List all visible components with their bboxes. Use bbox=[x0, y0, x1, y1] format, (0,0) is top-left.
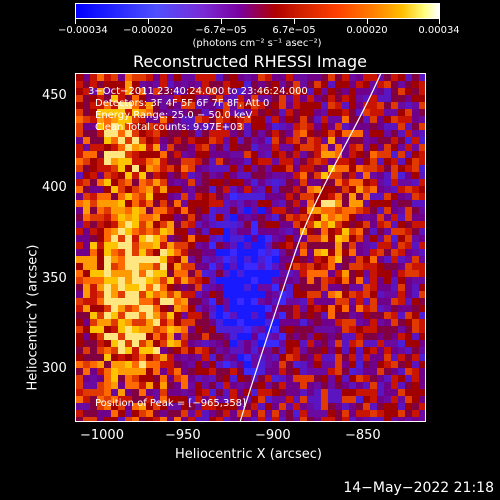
y-tick-label: 350 bbox=[42, 271, 67, 286]
x-tick-label: −950 bbox=[165, 428, 201, 443]
colorbar bbox=[75, 3, 440, 19]
colorbar-tick-label: −0.00020 bbox=[123, 25, 173, 36]
info-energy: Energy Range: 25.0 − 50.0 keV bbox=[95, 110, 253, 121]
colorbar-tick-label: 6.7e−05 bbox=[272, 25, 316, 36]
colorbar-units: (photons cm⁻² s⁻¹ asec⁻²) bbox=[192, 38, 322, 49]
colorbar-tick-label: −0.00034 bbox=[58, 25, 108, 36]
colorbar-tick bbox=[75, 19, 76, 24]
page-title: Reconstructed RHESSI Image bbox=[133, 52, 367, 71]
colorbar-tick bbox=[221, 19, 222, 24]
info-clean: Clean Total counts: 9.97E+03 bbox=[95, 122, 243, 133]
colorbar-tick-label: 0.00020 bbox=[346, 25, 388, 36]
y-tick-label: 400 bbox=[42, 180, 67, 195]
image-plot bbox=[75, 73, 426, 422]
x-tick-label: −1000 bbox=[80, 428, 124, 443]
x-tick-label: −850 bbox=[345, 428, 381, 443]
colorbar-tick bbox=[148, 19, 149, 24]
heatmap-image bbox=[76, 74, 425, 421]
info-time: 3−Oct−2011 23:40:24.000 to 23:46:24.000 bbox=[88, 86, 308, 97]
solar-limb-line bbox=[239, 73, 382, 422]
y-axis-label: Heliocentric Y (arcsec) bbox=[25, 244, 41, 391]
timestamp: 14−May−2022 21:18 bbox=[343, 480, 494, 496]
x-axis-label: Heliocentric X (arcsec) bbox=[175, 447, 322, 462]
y-tick-label: 300 bbox=[42, 361, 67, 376]
colorbar-tick bbox=[439, 19, 440, 24]
x-tick-label: −900 bbox=[255, 428, 291, 443]
info-detectors: Detectors: 3F 4F 5F 6F 7F 8F, Att 0 bbox=[95, 98, 270, 109]
y-tick-label: 450 bbox=[42, 88, 67, 103]
colorbar-tick-label: −6.7e−05 bbox=[195, 25, 247, 36]
colorbar-tick-label: 0.00034 bbox=[418, 25, 460, 36]
colorbar-tick bbox=[294, 19, 295, 24]
colorbar-tick bbox=[367, 19, 368, 24]
info-peak: Position of Peak = [−965,358] bbox=[95, 398, 246, 409]
